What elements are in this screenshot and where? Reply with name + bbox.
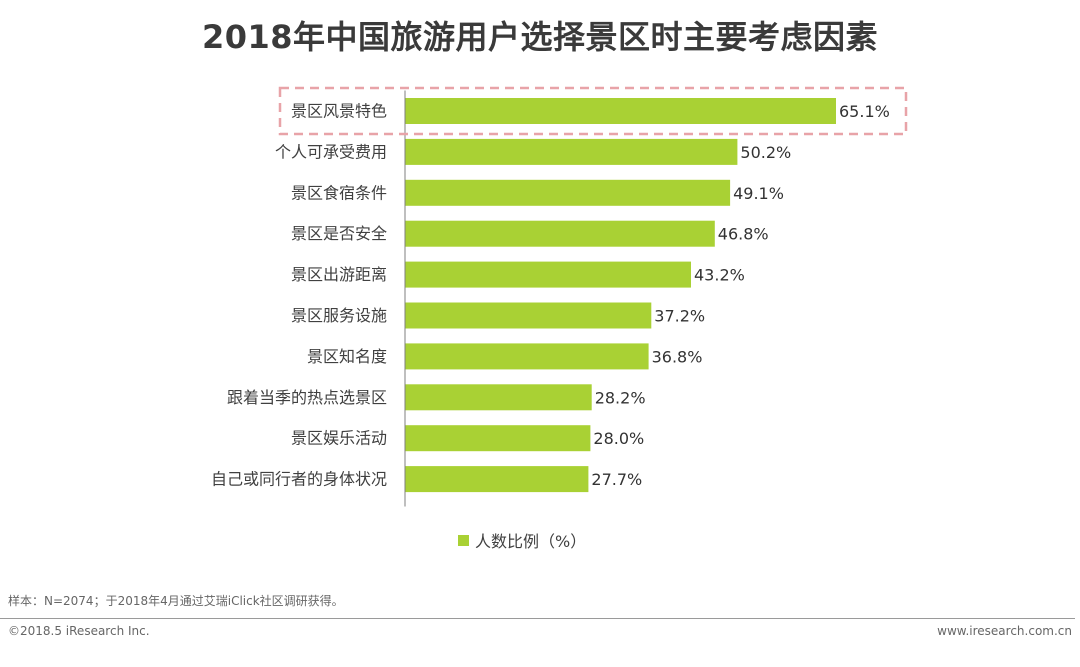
value-label: 27.7%: [591, 470, 642, 489]
bar: [405, 302, 652, 329]
legend-swatch: [458, 534, 469, 546]
bar: [405, 138, 738, 165]
value-label: 28.2%: [595, 388, 646, 407]
value-label: 43.2%: [694, 266, 745, 285]
bar: [405, 220, 715, 247]
value-label: 65.1%: [839, 102, 890, 121]
category-label: 跟着当季的热点选景区: [227, 388, 387, 407]
highlight-box: [278, 86, 908, 136]
category-label: 个人可承受费用: [275, 142, 387, 161]
category-label: 自己或同行者的身体状况: [211, 470, 387, 489]
chart-title: 2018年中国旅游用户选择景区时主要考虑因素: [201, 18, 879, 56]
bar: [405, 466, 589, 493]
bar: [405, 98, 836, 124]
bar: [405, 384, 592, 411]
category-label: 景区风景特色: [291, 102, 387, 121]
legend-label: 人数比例（%）: [475, 532, 587, 551]
bar: [405, 425, 591, 452]
value-label: 46.8%: [718, 225, 769, 244]
value-label: 50.2%: [740, 143, 791, 162]
chart-legend: 人数比例（%）: [458, 528, 586, 552]
bar: [405, 261, 691, 288]
value-label: 37.2%: [654, 307, 705, 326]
footer-divider: [0, 618, 1075, 619]
bar: [405, 343, 649, 370]
value-label: 28.0%: [593, 429, 644, 448]
category-label: 景区服务设施: [291, 306, 387, 325]
copyright-text: ©2018.5 iResearch Inc.: [8, 624, 150, 638]
website-link[interactable]: www.iresearch.com.cn: [937, 624, 1072, 638]
category-label: 景区知名度: [307, 347, 387, 366]
category-label: 景区出游距离: [291, 265, 387, 284]
source-note: 样本：N=2074；于2018年4月通过艾瑞iClick社区调研获得。: [8, 594, 344, 608]
bar: [405, 179, 731, 206]
value-label: 36.8%: [652, 347, 703, 366]
category-label: 景区食宿条件: [291, 183, 387, 202]
value-label: 49.1%: [733, 184, 784, 203]
category-label: 景区娱乐活动: [291, 429, 387, 448]
category-label: 景区是否安全: [291, 224, 387, 243]
